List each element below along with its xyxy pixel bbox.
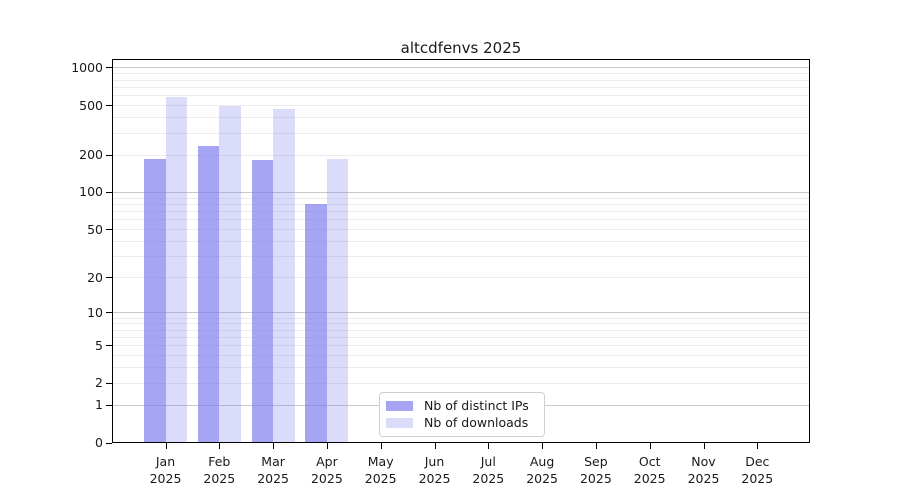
y-tick-500 — [106, 105, 112, 107]
gridline-minor-90 — [113, 197, 809, 199]
gridline-minor-80 — [113, 203, 809, 205]
x-tick-nov — [703, 443, 705, 449]
chart-title: altcdfenvs 2025 — [400, 39, 522, 57]
y-tick-label-2: 2 — [95, 375, 103, 391]
gridline-minor-900 — [113, 73, 809, 75]
y-tick-label-0: 0 — [95, 435, 103, 450]
x-tick-aug — [542, 443, 544, 449]
x-tick-label-feb: Feb 2025 — [203, 454, 236, 486]
x-tick-label-sep: Sep 2025 — [579, 454, 612, 486]
x-tick-dec — [757, 443, 759, 449]
gridline-minor-400 — [113, 117, 809, 119]
x-tick-may — [380, 443, 382, 449]
x-tick-label-apr: Apr 2025 — [310, 454, 343, 486]
x-tick-jul — [488, 443, 490, 449]
gridline-minor-800 — [113, 79, 809, 81]
y-tick-1 — [106, 404, 112, 406]
x-tick-label-jun: Jun 2025 — [418, 454, 451, 486]
gridline-minor-40 — [113, 240, 809, 242]
gridline-minor-300 — [113, 132, 809, 134]
y-tick-5 — [106, 345, 112, 347]
gridline-minor-70 — [113, 211, 809, 213]
gridline-major-1000 — [113, 67, 809, 69]
y-tick-label-1000: 1000 — [71, 59, 103, 75]
gridline-minor-60 — [113, 219, 809, 221]
gridline-minor-500 — [113, 105, 809, 107]
gridline-minor-700 — [113, 86, 809, 88]
x-tick-mar — [273, 443, 275, 449]
y-tick-label-5: 5 — [95, 337, 103, 353]
y-tick-label-50: 50 — [87, 221, 103, 237]
x-tick-label-mar: Mar 2025 — [257, 454, 289, 486]
legend-label-downloads: Nb of downloads — [424, 415, 529, 430]
x-tick-label-may: May 2025 — [364, 454, 397, 486]
gridline-minor-200 — [113, 154, 809, 156]
legend: Nb of distinct IPs Nb of downloads — [379, 392, 545, 437]
gridline-minor-2 — [113, 382, 809, 384]
legend-swatch-distinct-ips — [386, 401, 413, 411]
x-tick-oct — [649, 443, 651, 449]
x-tick-jun — [434, 443, 436, 449]
gridline-minor-50 — [113, 229, 809, 231]
x-tick-label-nov: Nov 2025 — [687, 454, 720, 486]
y-tick-1000 — [106, 67, 112, 69]
gridline-minor-6 — [113, 336, 809, 338]
x-tick-label-jan: Jan 2025 — [149, 454, 182, 486]
y-tick-20 — [106, 277, 112, 279]
bar-distinct-ips-apr — [305, 204, 327, 442]
gridline-minor-30 — [113, 256, 809, 258]
y-tick-10 — [106, 312, 112, 314]
legend-entry-distinct-ips: Nb of distinct IPs — [386, 399, 536, 413]
y-tick-label-200: 200 — [79, 147, 103, 163]
gridline-minor-4 — [113, 355, 809, 357]
y-tick-label-20: 20 — [87, 269, 103, 285]
y-tick-2 — [106, 382, 112, 384]
x-tick-jan — [165, 443, 167, 449]
gridline-minor-7 — [113, 329, 809, 331]
y-tick-0 — [106, 442, 112, 444]
gridline-minor-3 — [113, 367, 809, 369]
bar-downloads-apr — [326, 159, 349, 442]
bar-distinct-ips-jan — [144, 159, 166, 442]
y-tick-100 — [106, 191, 112, 193]
y-tick-label-500: 500 — [79, 97, 103, 113]
bar-downloads-mar — [273, 108, 295, 442]
gridline-minor-600 — [113, 95, 809, 97]
x-tick-apr — [326, 443, 328, 449]
gridline-major-100 — [113, 191, 809, 193]
bar-distinct-ips-feb — [197, 145, 220, 442]
plot-frame — [112, 59, 810, 443]
bar-downloads-feb — [219, 106, 241, 442]
gridline-major-10 — [113, 312, 809, 314]
bar-downloads-jan — [165, 97, 187, 442]
gridline-minor-9 — [113, 317, 809, 319]
y-tick-label-100: 100 — [79, 184, 103, 200]
bar-distinct-ips-mar — [251, 159, 274, 442]
legend-swatch-downloads — [386, 418, 413, 428]
x-tick-label-oct: Oct 2025 — [633, 454, 666, 486]
x-tick-sep — [595, 443, 597, 449]
x-tick-label-dec: Dec 2025 — [741, 454, 774, 486]
y-tick-label-1: 1 — [95, 397, 103, 413]
gridline-minor-20 — [113, 277, 809, 279]
legend-label-distinct-ips: Nb of distinct IPs — [424, 398, 529, 413]
gridline-minor-8 — [113, 323, 809, 325]
y-tick-200 — [106, 154, 112, 156]
x-tick-feb — [219, 443, 221, 449]
legend-entry-downloads: Nb of downloads — [386, 416, 536, 430]
y-tick-50 — [106, 229, 112, 231]
gridline-minor-5 — [113, 345, 809, 347]
x-tick-label-aug: Aug 2025 — [526, 454, 558, 486]
y-tick-label-10: 10 — [87, 304, 103, 320]
x-tick-label-jul: Jul 2025 — [472, 454, 505, 486]
